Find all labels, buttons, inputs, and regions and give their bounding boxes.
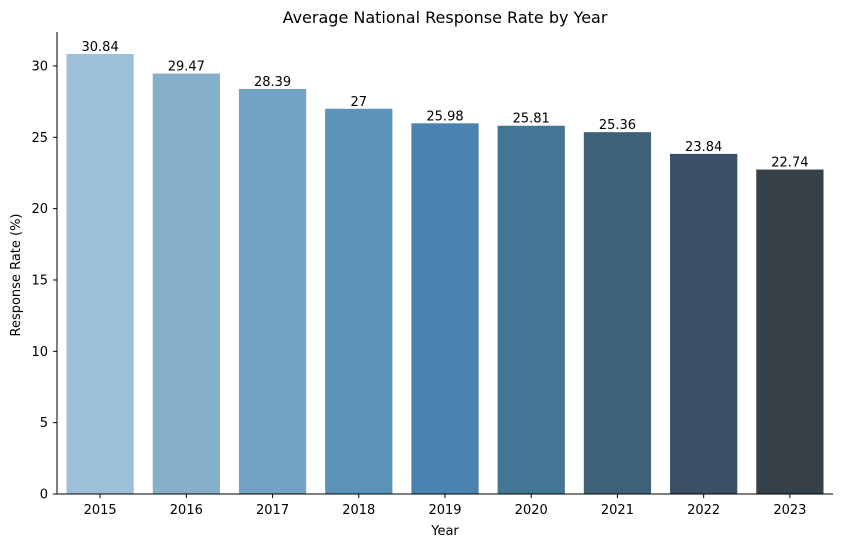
y-tick-label-20: 20 — [31, 202, 48, 217]
x-tick-label-2019: 2019 — [428, 503, 461, 518]
y-tick-label-30: 30 — [31, 59, 48, 74]
bar-2020 — [497, 125, 565, 495]
x-ticks: 2015 2016 2017 2018 2019 2020 2021 2022 2023 — [84, 494, 806, 518]
data-label-2023: 22.74 — [771, 156, 808, 171]
bar-2022 — [670, 153, 738, 494]
bars-layer — [66, 53, 824, 495]
x-tick-label-2017: 2017 — [256, 503, 289, 518]
y-tick-label-15: 15 — [31, 273, 48, 288]
x-tick-label-2015: 2015 — [84, 503, 117, 518]
chart-title: Average National Response Rate by Year — [283, 8, 608, 27]
bar-2023 — [756, 169, 824, 495]
x-tick-label-2023: 2023 — [773, 503, 806, 518]
x-tick-label-2016: 2016 — [170, 503, 203, 518]
bar-2021 — [583, 132, 652, 494]
data-label-2018: 27 — [351, 95, 368, 110]
data-label-2020: 25.81 — [513, 112, 550, 127]
x-tick-label-2022: 2022 — [687, 503, 720, 518]
y-tick-label-10: 10 — [31, 345, 48, 360]
x-tick-label-2021: 2021 — [601, 503, 634, 518]
y-tick-label-25: 25 — [31, 131, 48, 146]
data-label-2021: 25.36 — [599, 118, 636, 133]
bar-2018 — [325, 108, 393, 494]
x-tick-label-2020: 2020 — [515, 503, 548, 518]
data-label-2016: 29.47 — [168, 60, 205, 75]
data-label-2017: 28.39 — [254, 75, 291, 90]
data-label-2015: 30.84 — [82, 40, 119, 55]
data-label-2019: 25.98 — [426, 109, 463, 124]
bar-2016 — [152, 73, 220, 495]
x-tick-label-2018: 2018 — [342, 503, 375, 518]
x-axis: 2015 2016 2017 2018 2019 2020 2021 2022 2023 — [57, 493, 833, 518]
bar-2017 — [238, 88, 307, 495]
x-axis-label: Year — [430, 524, 459, 539]
bar-2015 — [66, 53, 134, 494]
data-label-2022: 23.84 — [685, 140, 722, 155]
bar-2019 — [411, 123, 479, 494]
y-ticks: 0 5 10 15 20 25 30 — [31, 59, 57, 503]
y-tick-label-5: 5 — [40, 416, 48, 431]
y-axis: 0 5 10 15 20 25 30 — [31, 32, 58, 503]
y-tick-label-0: 0 — [40, 488, 48, 503]
data-labels-layer: 30.84 29.47 28.39 27 25.98 25.81 25.36 23.84 22.… — [82, 40, 809, 171]
y-axis-label: Response Rate (%) — [9, 213, 24, 336]
